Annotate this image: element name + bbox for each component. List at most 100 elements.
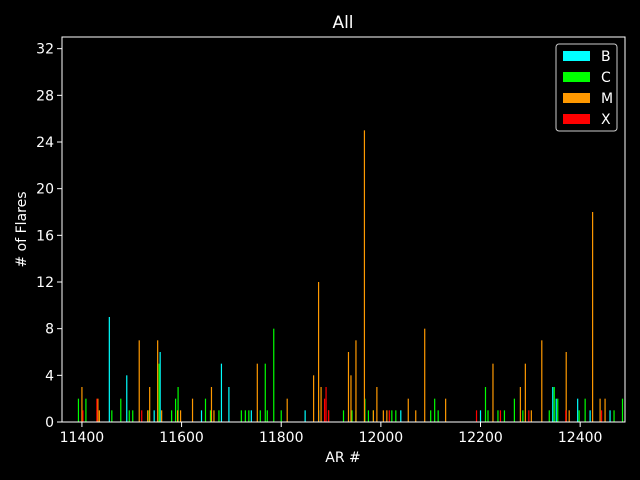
legend-label-b: B xyxy=(601,49,611,65)
bar-m-12372 xyxy=(565,352,567,422)
chart-title: All xyxy=(332,13,353,33)
bar-c-11580 xyxy=(171,410,173,422)
bar-c-12215 xyxy=(487,410,489,422)
bar-c-11588 xyxy=(174,398,177,422)
bar-x-11887 xyxy=(323,398,326,422)
bar-m-12012 xyxy=(386,410,388,422)
y-axis-label: # of Flares xyxy=(14,191,30,267)
bar-c-11925 xyxy=(342,410,345,422)
bar-b-11680 xyxy=(220,363,223,422)
bar-m-12225 xyxy=(492,363,494,422)
bar-b-12040 xyxy=(400,410,402,422)
bar-m-12055 xyxy=(407,398,409,422)
bar-c-11728 xyxy=(244,410,246,422)
bar-c-12030 xyxy=(395,410,397,422)
bar-c-11648 xyxy=(204,398,207,422)
bar-c-12410 xyxy=(584,398,586,422)
bar-c-11942 xyxy=(351,410,353,422)
x-tick-label: 12000 xyxy=(359,430,404,446)
y-tick-label: 0 xyxy=(45,415,54,431)
legend-swatch-m xyxy=(563,93,590,103)
bar-x-11430 xyxy=(96,398,98,422)
y-tick-label: 8 xyxy=(45,322,54,338)
bar-c-12485 xyxy=(621,398,624,422)
bar-b-12395 xyxy=(577,398,579,422)
bar-c-12235 xyxy=(497,410,499,422)
bar-b-12200 xyxy=(479,410,482,422)
bar-m-11950 xyxy=(355,340,357,422)
bar-m-12088 xyxy=(424,328,426,422)
bar-c-11460 xyxy=(111,410,113,422)
bar-x-12240 xyxy=(499,410,502,422)
y-tick-label: 24 xyxy=(36,135,54,151)
bar-m-11992 xyxy=(376,387,378,422)
bar-m-11598 xyxy=(179,410,182,422)
bar-x-11895 xyxy=(327,410,330,422)
bar-m-12425 xyxy=(592,212,594,422)
x-tick-label: 11600 xyxy=(159,430,204,446)
bar-m-11985 xyxy=(372,410,374,422)
bar-b-11490 xyxy=(126,375,128,422)
legend-frame xyxy=(555,43,618,132)
legend-swatch-b xyxy=(563,51,590,61)
x-tick-label: 12200 xyxy=(458,430,503,446)
legend-swatch-c xyxy=(563,72,590,82)
bar-m-11432 xyxy=(97,398,99,422)
bar-m-11865 xyxy=(313,375,315,422)
x-tick-label: 12400 xyxy=(558,430,603,446)
bar-m-12378 xyxy=(568,410,570,422)
bar-x-11520 xyxy=(141,410,143,422)
bar-x-12371 xyxy=(565,410,567,422)
bar-c-11502 xyxy=(132,410,134,422)
bar-m-12070 xyxy=(415,410,417,422)
bar-m-11665 xyxy=(213,410,215,422)
bar-m-11552 xyxy=(157,340,159,422)
bar-c-12022 xyxy=(391,410,393,422)
bar-m-11400 xyxy=(81,387,83,422)
x-tick-label: 11800 xyxy=(259,430,304,446)
bar-m-11622 xyxy=(191,398,194,422)
y-tick-label: 4 xyxy=(45,368,54,384)
bar-c-11593 xyxy=(177,387,179,422)
bar-c-11735 xyxy=(248,410,250,422)
bar-b-11455 xyxy=(108,317,110,422)
bar-c-12355 xyxy=(557,398,559,422)
bar-b-12352 xyxy=(555,398,557,422)
x-axis-label: AR # xyxy=(325,450,361,466)
bar-b-11640 xyxy=(200,410,203,422)
y-tick-label: 32 xyxy=(36,42,54,58)
bar-c-12100 xyxy=(430,410,432,422)
bar-m-12005 xyxy=(382,410,384,422)
bar-m-11435 xyxy=(98,410,100,422)
bar-b-11848 xyxy=(304,410,306,422)
bar-m-12280 xyxy=(519,387,521,422)
bar-c-12115 xyxy=(437,410,439,422)
bar-b-12345 xyxy=(552,387,554,422)
bar-b-11545 xyxy=(153,410,155,422)
bar-m-12130 xyxy=(445,398,447,422)
bar-m-11812 xyxy=(286,398,288,422)
bar-c-11408 xyxy=(85,398,87,422)
bar-m-11875 xyxy=(317,282,320,422)
bar-b-11557 xyxy=(159,352,161,422)
bar-m-12450 xyxy=(604,398,606,422)
bar-x-11402 xyxy=(82,410,84,422)
bar-b-12460 xyxy=(609,410,611,422)
bar-c-11772 xyxy=(266,410,268,422)
y-tick-label: 28 xyxy=(36,88,54,104)
legend-label-x: X xyxy=(601,112,611,128)
y-tick-label: 20 xyxy=(36,182,54,198)
bar-c-11720 xyxy=(240,410,242,422)
bar-x-12443 xyxy=(600,410,603,422)
bar-c-11658 xyxy=(209,410,212,422)
bar-c-12468 xyxy=(613,410,615,422)
bar-m-11880 xyxy=(320,387,322,422)
bar-c-12398 xyxy=(578,410,580,422)
bar-x-12017 xyxy=(388,410,390,422)
bar-m-12440 xyxy=(599,398,601,422)
bar-c-11675 xyxy=(218,410,220,422)
bar-c-11800 xyxy=(280,410,282,422)
y-tick-label: 12 xyxy=(36,275,54,291)
